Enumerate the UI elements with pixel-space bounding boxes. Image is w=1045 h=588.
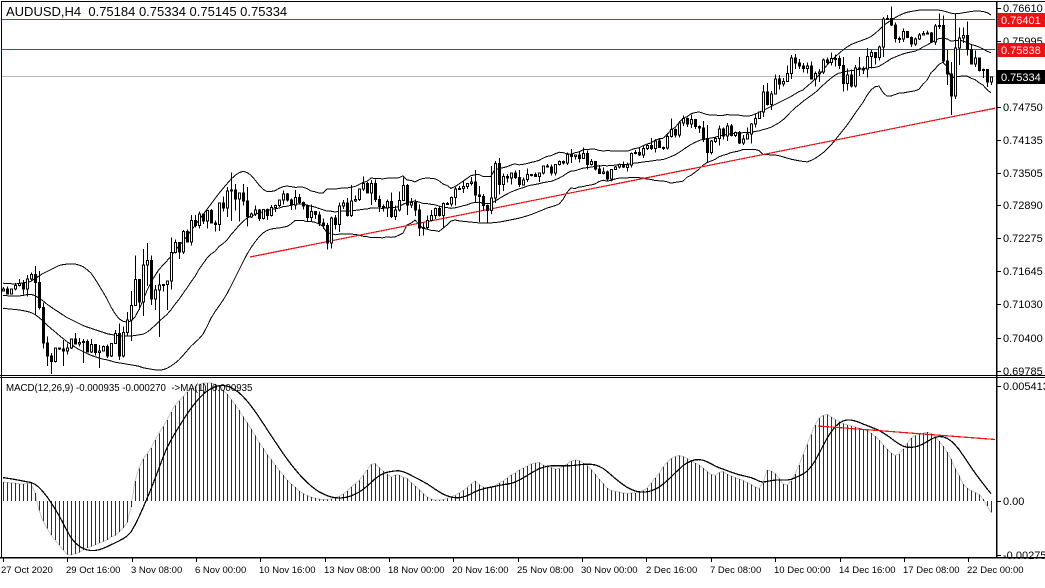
svg-text:0.72890: 0.72890 [1003,200,1043,212]
svg-text:0.70400: 0.70400 [1003,333,1043,345]
svg-text:0.75334: 0.75334 [1001,72,1041,84]
svg-text:0.00: 0.00 [1003,496,1024,508]
svg-text:20 Nov 16:00: 20 Nov 16:00 [452,565,509,576]
svg-text:AUDUSD,H4 0.75184 0.75334 0.7: AUDUSD,H4 0.75184 0.75334 0.75145 0.7533… [6,4,287,19]
svg-text:0.71645: 0.71645 [1003,266,1043,278]
svg-text:27 Oct 2020: 27 Oct 2020 [1,565,53,576]
svg-text:0.005413: 0.005413 [1003,381,1045,393]
svg-text:3 Nov 08:00: 3 Nov 08:00 [131,565,182,576]
svg-text:0.69785: 0.69785 [1003,366,1043,378]
svg-text:0.76401: 0.76401 [1001,15,1041,27]
svg-text:0.76610: 0.76610 [1003,3,1043,15]
svg-text:14 Dec 16:00: 14 Dec 16:00 [839,565,896,576]
svg-text:0.74135: 0.74135 [1003,135,1043,147]
svg-text:25 Nov 08:00: 25 Nov 08:00 [517,565,574,576]
svg-text:6 Nov 00:00: 6 Nov 00:00 [195,565,246,576]
svg-text:30 Nov 00:00: 30 Nov 00:00 [581,565,638,576]
svg-text:MACD(12,26,9) -0.000935 -0.000: MACD(12,26,9) -0.000935 -0.000270 ->MA(1… [6,383,252,394]
svg-text:-0.002753: -0.002753 [1003,550,1045,562]
svg-text:17 Dec 08:00: 17 Dec 08:00 [903,565,960,576]
svg-text:7 Dec 08:00: 7 Dec 08:00 [710,565,761,576]
svg-text:22 Dec 00:00: 22 Dec 00:00 [967,565,1024,576]
svg-text:0.73505: 0.73505 [1003,168,1043,180]
svg-text:10 Nov 16:00: 10 Nov 16:00 [259,565,316,576]
svg-text:29 Oct 16:00: 29 Oct 16:00 [66,565,120,576]
svg-text:13 Nov 08:00: 13 Nov 08:00 [324,565,381,576]
svg-text:2 Dec 16:00: 2 Dec 16:00 [646,565,697,576]
svg-text:0.74750: 0.74750 [1003,102,1043,114]
svg-text:0.71030: 0.71030 [1003,299,1043,311]
svg-text:10 Dec 00:00: 10 Dec 00:00 [774,565,831,576]
svg-text:0.72275: 0.72275 [1003,233,1043,245]
svg-text:0.75838: 0.75838 [1001,45,1041,57]
svg-text:18 Nov 00:00: 18 Nov 00:00 [388,565,445,576]
